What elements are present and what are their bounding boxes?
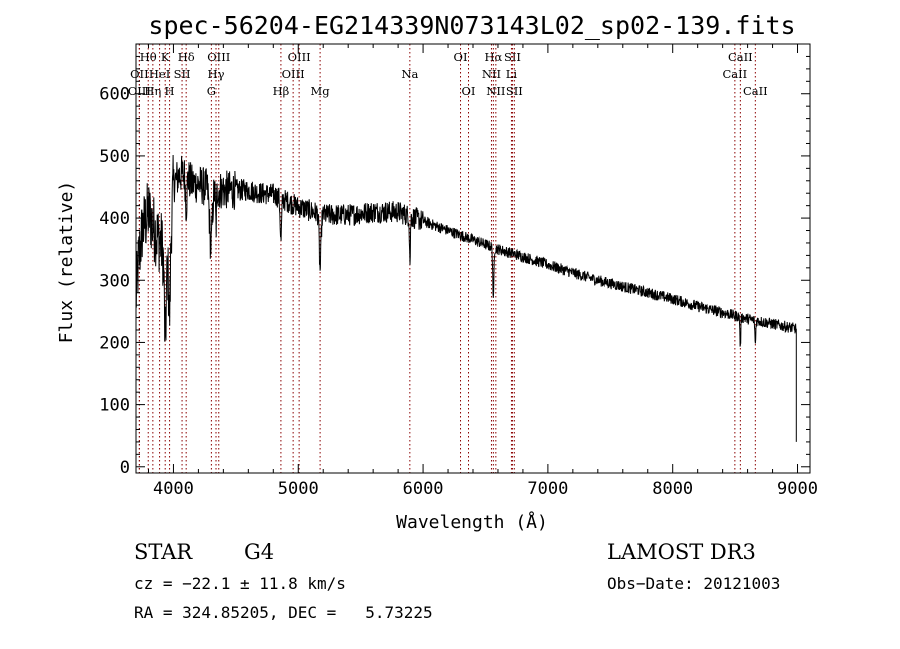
spectral-line-label: Hβ: [273, 84, 290, 98]
x-tick-label: 9000: [777, 479, 818, 499]
spectral-line-label: Li: [506, 67, 518, 81]
x-tick-label: 7000: [527, 479, 568, 499]
y-tick-label: 400: [99, 209, 130, 229]
spectral-line-label: OIII: [128, 84, 151, 98]
spectral-line-label: OIII: [282, 67, 305, 81]
spectral-line-label: G: [207, 84, 216, 98]
x-tick-label: 6000: [403, 479, 444, 499]
spectral-line-label: CaII: [728, 50, 753, 64]
y-tick-label: 500: [99, 147, 130, 167]
y-axis-label: Flux (relative): [56, 181, 77, 344]
y-tick-label: 300: [99, 271, 130, 291]
survey-name: LAMOST DR3: [607, 540, 756, 564]
x-tick-label: 4000: [153, 479, 194, 499]
object-class: STAR: [134, 540, 193, 564]
redshift-readout: cz = −22.1 ± 11.8 km/s: [134, 574, 346, 593]
y-tick-label: 600: [99, 85, 130, 105]
spectrum-trace: [135, 154, 797, 442]
spectral-line-label: NII: [482, 67, 501, 81]
spectral-line-label: OIII: [288, 50, 311, 64]
y-tick-label: 0: [120, 458, 130, 478]
spectral-line-label: OI: [462, 84, 476, 98]
spectral-line-label: Hθ: [140, 50, 157, 64]
spectrum-plot: spec-56204-EG214339N073143L02_sp02-139.f…: [56, 11, 818, 533]
spectral-line-label: CaII: [743, 84, 768, 98]
spectral-line-label: SII: [506, 84, 523, 98]
spectral-line-label: SII: [504, 50, 521, 64]
spectral-line-label: Na: [401, 67, 418, 81]
x-axis-label: Wavelength (Å): [396, 511, 548, 533]
coordinates-readout: RA = 324.85205, DEC = 5.73225: [134, 603, 433, 622]
y-tick-label: 100: [99, 396, 130, 416]
spectral-line-label: OI: [454, 50, 468, 64]
axis-ticks: 4000 5000 6000 7000 8000 9000 0 100 200 300 400 500…: [99, 44, 818, 499]
chart-title: spec-56204-EG214339N073143L02_sp02-139.f…: [148, 11, 795, 40]
spectral-line-label: SII: [174, 67, 191, 81]
object-subclass: G4: [244, 540, 275, 564]
spectral-line-label: Mg: [311, 84, 331, 98]
spectral-line-label: OIII: [207, 50, 230, 64]
x-tick-label: 5000: [278, 479, 319, 499]
x-tick-label: 8000: [652, 479, 693, 499]
spectral-line-label: Hδ: [178, 50, 195, 64]
spectral-line-label: CaII: [722, 67, 747, 81]
spectral-line-label: K: [161, 50, 170, 64]
spectral-line-label: OII: [130, 67, 149, 81]
spectral-line-label: Hγ: [208, 67, 225, 81]
spectral-line-label: Hη: [144, 84, 161, 98]
observation-date: Obs−Date: 20121003: [607, 574, 781, 593]
spectral-line-label: HeI: [149, 67, 170, 81]
plot-frame: [135, 43, 811, 474]
spectral-line-label: H: [165, 84, 175, 98]
spectral-line-label: NII: [486, 84, 505, 98]
spectral-line-label: Hα: [484, 50, 502, 64]
y-tick-label: 200: [99, 333, 130, 353]
